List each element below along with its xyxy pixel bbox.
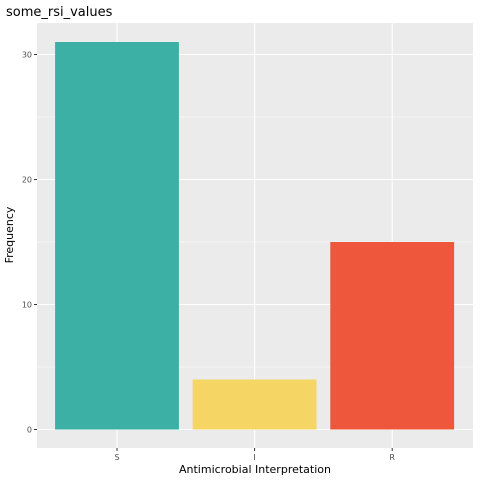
y-tick-label: 10 — [22, 301, 32, 310]
bar-I — [192, 379, 317, 430]
bars — [55, 42, 455, 430]
x-tick-label: S — [114, 453, 119, 462]
x-tick-label: I — [253, 453, 255, 462]
bar-S — [55, 42, 179, 430]
y-axis-ticks: 0 10 20 30 — [22, 51, 37, 435]
bar-R — [330, 242, 455, 430]
y-tick-label: 0 — [27, 426, 32, 435]
y-axis-label: Frequency — [3, 206, 16, 263]
y-tick-label: 20 — [22, 176, 32, 185]
chart-title: some_rsi_values — [6, 5, 113, 20]
y-tick-label: 30 — [22, 51, 32, 60]
x-axis-label: Antimicrobial Interpretation — [179, 463, 331, 476]
x-tick-label: R — [389, 453, 395, 462]
